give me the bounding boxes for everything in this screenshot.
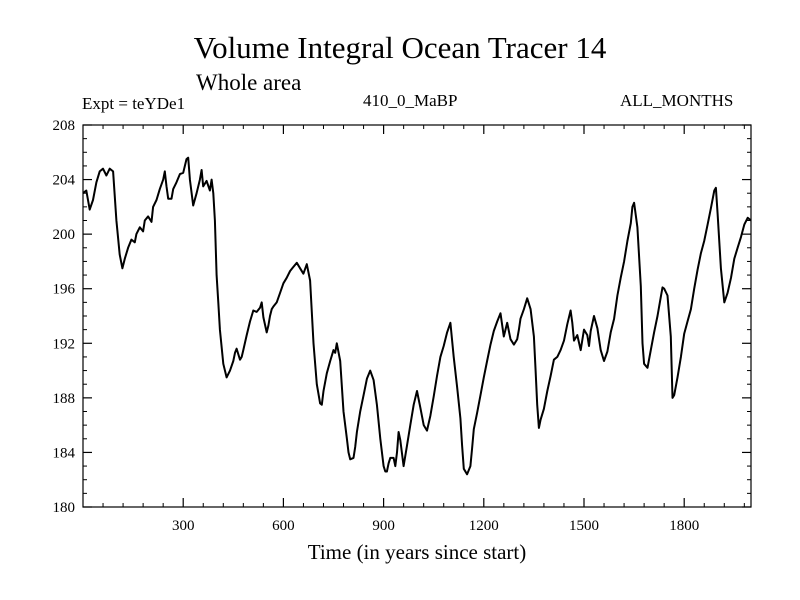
plot-frame (82, 124, 752, 508)
x-tick-label: 300 (172, 518, 195, 534)
y-tick-label: 180 (53, 500, 76, 516)
x-axis: 300 600 900 1200 1500 1800 (102, 125, 745, 534)
y-tick-label: 192 (53, 336, 76, 352)
x-tick-label: 1200 (469, 518, 499, 534)
y-tick-label: 204 (53, 173, 76, 189)
x-tick-label: 600 (272, 518, 295, 534)
x-tick-label: 1500 (569, 518, 599, 534)
x-axis-label: Time (in years since start) (308, 540, 527, 564)
experiment-label: Expt = teYDe1 (82, 94, 186, 113)
x-tick-label: 900 (372, 518, 395, 534)
y-tick-label: 196 (53, 282, 76, 298)
chart-subtitle: Whole area (196, 70, 302, 95)
x-tick-label: 1800 (669, 518, 699, 534)
series-line (82, 156, 752, 476)
y-tick-label: 188 (53, 391, 76, 407)
y-tick-label: 184 (53, 445, 76, 461)
chart-title: Volume Integral Ocean Tracer 14 (193, 30, 607, 65)
y-tick-label: 208 (53, 118, 76, 134)
period-label: 410_0_MaBP (363, 91, 458, 110)
months-label: ALL_MONTHS (620, 91, 734, 110)
y-tick-label: 200 (53, 227, 76, 243)
